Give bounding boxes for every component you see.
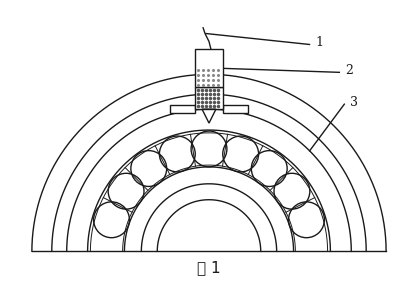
- Text: 3: 3: [350, 96, 358, 109]
- Bar: [223, 105, 248, 113]
- Bar: [195, 87, 223, 109]
- Text: 图 1: 图 1: [197, 260, 221, 275]
- Text: 1: 1: [316, 36, 324, 49]
- Bar: [170, 105, 195, 113]
- Bar: [195, 49, 223, 87]
- Text: 2: 2: [345, 64, 353, 77]
